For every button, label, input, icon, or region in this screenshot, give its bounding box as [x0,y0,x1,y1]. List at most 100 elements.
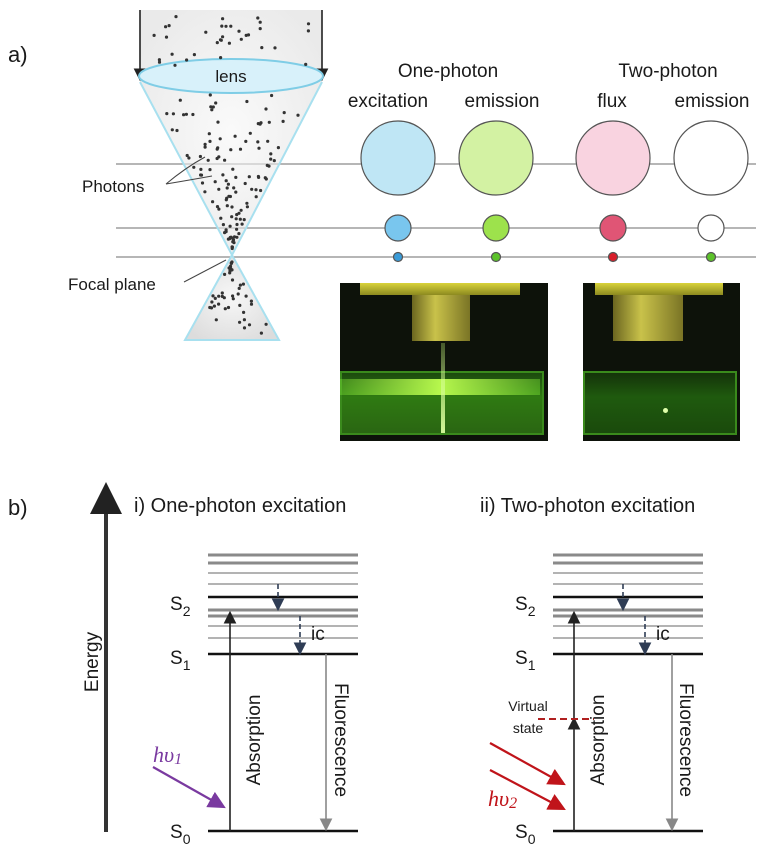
photons-label: Photons [82,177,144,196]
photon-dot [276,146,280,150]
photon-dot [211,294,215,298]
photon-dot [212,304,216,308]
photon-dot [248,131,252,135]
photon-dot [191,112,195,117]
photon-dot [245,99,249,104]
photon-dot [240,222,244,226]
photon-dot [258,27,262,31]
photon-dot [244,139,248,143]
photon-dot [306,29,310,33]
photon-dot [259,188,263,193]
two-s1-label: S1 [515,648,536,673]
photon-dot [234,190,238,194]
photon-dot [221,17,225,21]
focal-plane-label: Focal plane [68,275,156,294]
photon-dots [152,15,311,335]
photon-dot [272,159,276,163]
photon-dot [281,119,285,123]
one-photon-title: One-photon [398,61,498,82]
photon-dot [184,112,188,116]
photon-dot [219,216,223,220]
photon-dot [270,93,274,98]
photon-dot [235,235,239,239]
photon-dot [234,217,238,221]
excitation-large-circle [360,120,436,196]
one-photon-col1: excitation [348,91,428,112]
photon-dot [238,303,242,307]
photon-dot [216,120,220,124]
photon-dot [227,41,231,45]
one-photon-col2: emission [465,91,540,112]
photon-dot [228,194,232,199]
intensity-circles [360,120,749,263]
photon-dot [217,207,221,211]
one-absorption-label: Absorption [244,695,265,786]
photon-dot [157,60,162,64]
photon-dot [233,134,237,138]
two-fluorescence-label: Fluorescence [675,683,696,797]
photon-dot [203,145,207,149]
one-s0-label: S0 [170,822,191,847]
photon-dot [211,200,215,204]
photon-dot [192,53,196,57]
excitation-small-circle [392,251,404,263]
two-photon-photo [583,283,740,441]
lens [138,58,324,94]
one-photon-arrow [152,766,226,809]
photon-dot [260,46,264,50]
photon-dot [249,302,254,306]
photon-dot [264,177,268,181]
photon-dot [258,20,262,24]
photon-dot [226,182,230,186]
photon-dot [221,35,225,39]
photon-dot [211,105,215,109]
photon-dot [242,310,246,314]
photon-dot [229,148,233,152]
two-photon-col2: emission [675,91,750,112]
photon-dot [242,326,247,330]
photon-dot [256,174,260,179]
photon-dot [246,33,251,37]
photon-dot [217,302,221,306]
photon-dot [223,158,227,162]
photon-dot [243,181,247,186]
two-s0-label: S0 [515,822,536,847]
photon-dot [247,175,251,179]
photon-dot [242,318,246,322]
photon-dot [224,179,228,183]
photon-dot [269,152,273,156]
two-hv-label: hυ2 [488,786,517,812]
photon-dot [245,201,249,205]
photon-dot [257,146,261,150]
two-photon-emission-small-circle [705,251,717,263]
photon-dot [231,294,235,298]
photon-dot [224,24,228,28]
photon-dot [187,156,191,160]
photon-dot [230,245,234,249]
two-photon-emission-large-circle [673,120,749,196]
photon-dot [182,113,186,117]
photon-dot [170,128,174,132]
photon-dot [229,24,233,28]
photon-dot [215,156,219,161]
photon-dot [232,186,236,190]
photon-dot [208,305,212,310]
emission-small-circle [490,251,502,263]
photon-dot [210,108,214,112]
photon-dot [228,235,232,240]
photon-dot [171,112,175,116]
photon-dot [224,228,228,232]
photon-dot [203,190,207,194]
photon-dot [173,63,177,67]
photon-dot [229,261,233,265]
photon-dot [165,112,169,116]
photon-dot [235,227,239,231]
photon-dot [237,29,241,33]
one-photon-diagram-title: i) One-photon excitation [134,495,346,517]
photon-dot [214,101,218,105]
photon-dot [228,224,232,228]
photon-dot [266,139,270,143]
photon-dot [256,122,260,126]
two-photon-col1: flux [597,91,627,112]
